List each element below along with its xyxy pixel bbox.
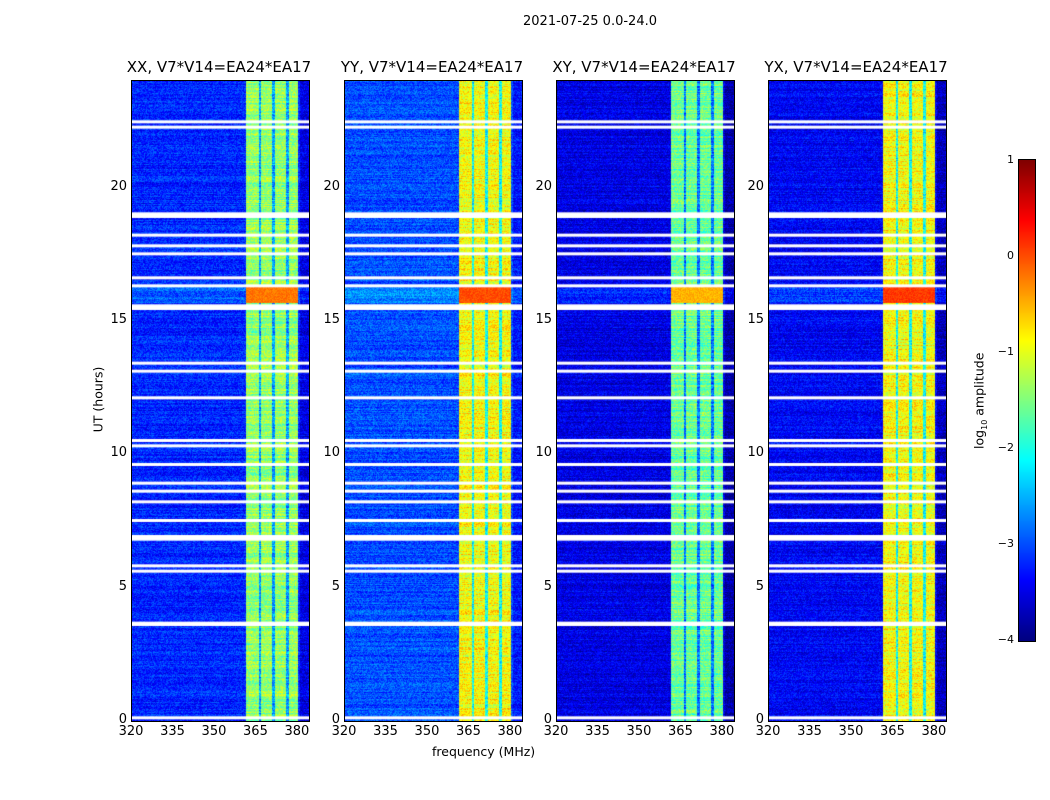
heatmap-panel bbox=[131, 80, 310, 722]
x-tick-label: 320 bbox=[755, 724, 781, 739]
x-tick-label: 335 bbox=[373, 724, 398, 739]
y-tick-label: 5 bbox=[331, 578, 340, 594]
y-tick-label: 20 bbox=[323, 178, 340, 194]
x-tick-label: 320 bbox=[543, 724, 569, 739]
y-tick-label: 0 bbox=[755, 712, 764, 727]
x-axis-label: frequency (MHz) bbox=[432, 744, 536, 759]
y-tick-label: 20 bbox=[747, 178, 764, 194]
x-tick-label: 320 bbox=[331, 724, 357, 739]
heatmap-panel bbox=[556, 80, 735, 722]
x-tick-label: 335 bbox=[797, 724, 822, 739]
x-tick-label: 380 bbox=[497, 724, 523, 739]
colorbar-tick-label: −2 bbox=[997, 441, 1014, 454]
y-tick-label: 15 bbox=[535, 312, 552, 327]
panel-title: XX, V7*V14=EA24*EA17 bbox=[126, 58, 312, 76]
y-tick-label: 20 bbox=[110, 178, 127, 194]
y-tick-label: 10 bbox=[110, 445, 127, 461]
y-tick-label: 5 bbox=[118, 578, 127, 594]
panel-title: YY, V7*V14=EA24*EA17 bbox=[340, 58, 524, 76]
colorbar-label: log10 amplitude bbox=[971, 352, 989, 449]
x-tick-label: 350 bbox=[626, 724, 652, 739]
colorbar bbox=[1018, 159, 1036, 642]
y-tick-label: 15 bbox=[747, 312, 764, 327]
x-tick-label: 350 bbox=[838, 724, 864, 739]
heatmap-panel bbox=[768, 80, 947, 722]
y-tick-label: 10 bbox=[747, 445, 764, 461]
y-tick-label: 10 bbox=[535, 445, 552, 461]
y-tick-label: 0 bbox=[331, 712, 340, 727]
panel-title: XY, V7*V14=EA24*EA17 bbox=[552, 58, 736, 76]
figure-title: 2021-07-25 0.0-24.0 bbox=[523, 14, 657, 29]
x-tick-label: 350 bbox=[414, 724, 440, 739]
y-axis-label: UT (hours) bbox=[90, 366, 106, 433]
x-tick-label: 365 bbox=[456, 724, 481, 739]
x-tick-label: 365 bbox=[880, 724, 905, 739]
y-tick-label: 0 bbox=[118, 712, 127, 727]
y-tick-label: 10 bbox=[323, 445, 340, 461]
y-tick-label: 20 bbox=[535, 178, 552, 194]
colorbar-tick-label: −3 bbox=[997, 537, 1014, 550]
colorbar-tick-label: 1 bbox=[1007, 153, 1014, 166]
y-tick-label: 0 bbox=[543, 712, 552, 727]
x-tick-label: 365 bbox=[243, 724, 268, 739]
x-tick-label: 335 bbox=[160, 724, 185, 739]
x-tick-label: 320 bbox=[118, 724, 144, 739]
x-tick-label: 350 bbox=[201, 724, 227, 739]
heatmap-panel bbox=[344, 80, 523, 722]
y-tick-label: 5 bbox=[543, 578, 552, 594]
panel-title: YX, V7*V14=EA24*EA17 bbox=[764, 58, 948, 76]
x-tick-label: 380 bbox=[284, 724, 310, 739]
y-tick-label: 5 bbox=[755, 578, 764, 594]
x-tick-label: 365 bbox=[668, 724, 693, 739]
x-tick-label: 380 bbox=[709, 724, 735, 739]
x-tick-label: 335 bbox=[585, 724, 610, 739]
colorbar-tick-label: −1 bbox=[997, 345, 1014, 358]
colorbar-tick-label: 0 bbox=[1007, 249, 1014, 262]
x-tick-label: 380 bbox=[921, 724, 947, 739]
y-tick-label: 15 bbox=[110, 312, 127, 327]
colorbar-tick-label: −4 bbox=[997, 633, 1014, 646]
y-tick-label: 15 bbox=[323, 312, 340, 327]
